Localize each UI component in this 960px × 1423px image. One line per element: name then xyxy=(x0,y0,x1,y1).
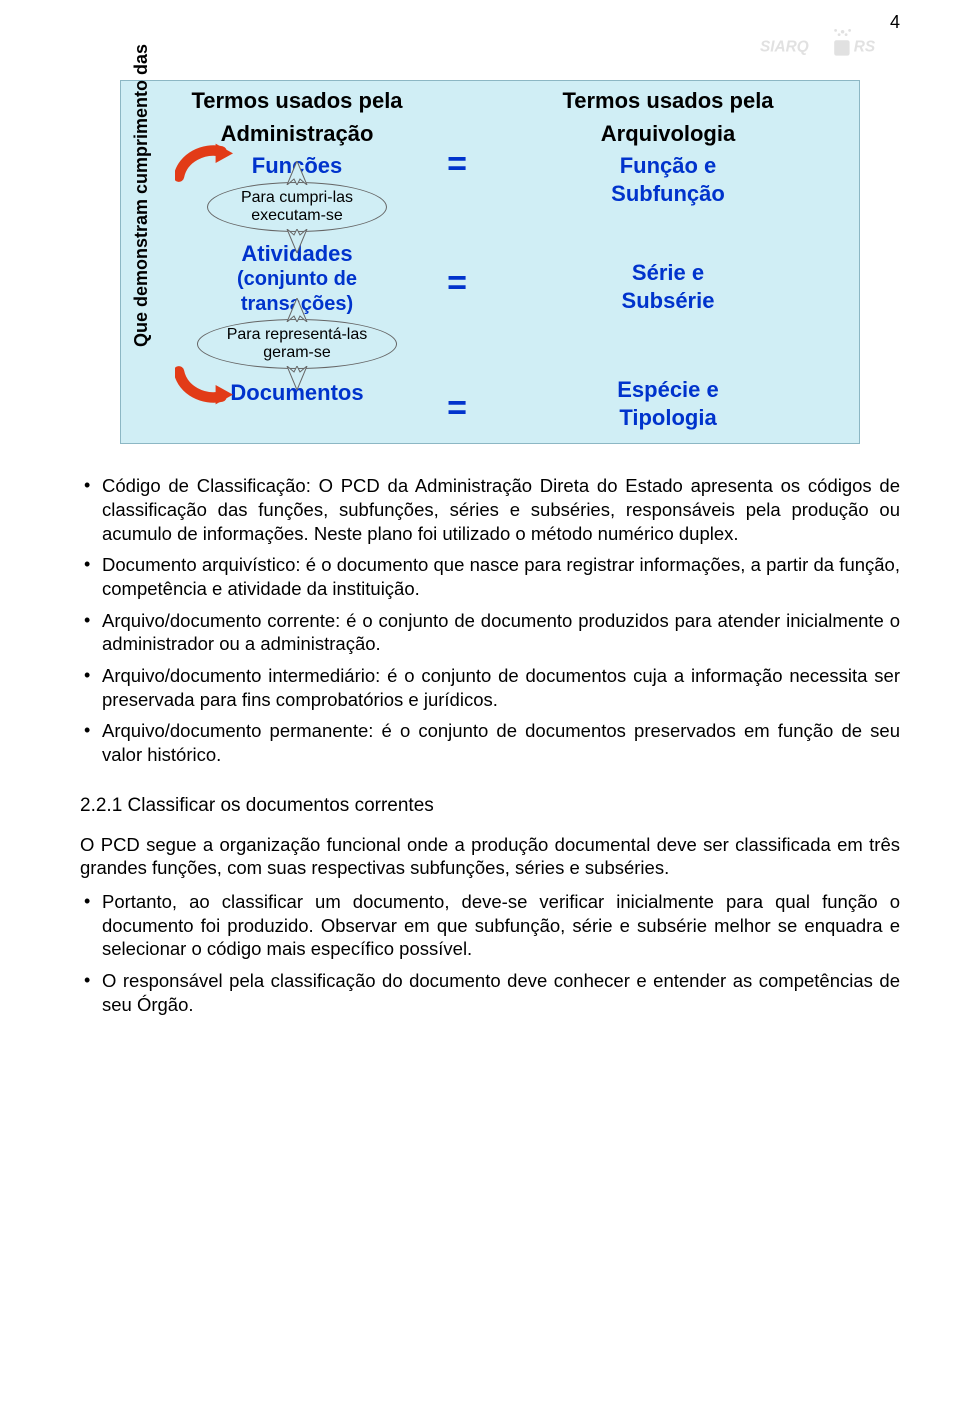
page: 4 SIARQ RS Que demonstram cumprimento da… xyxy=(0,0,960,1084)
equals-sign: = xyxy=(427,145,487,184)
logo-watermark: SIARQ RS xyxy=(760,26,900,60)
paragraph: O PCD segue a organização funcional onde… xyxy=(80,833,900,880)
list-item: Portanto, ao classificar um documento, d… xyxy=(80,890,900,961)
diagram-right-row2-l2: Subsérie xyxy=(487,287,849,315)
bubble-text-line: Para representá-las xyxy=(227,326,368,343)
diagram-vertical-label-col: Que demonstram cumprimento das xyxy=(127,87,167,431)
curved-arrow-icon xyxy=(175,365,233,405)
equals-sign: = xyxy=(427,264,487,303)
classification-steps-list: Portanto, ao classificar um documento, d… xyxy=(80,890,900,1016)
section-heading: 2.2.1 Classificar os documentos corrente… xyxy=(80,795,900,817)
list-item: O responsável pela classificação do docu… xyxy=(80,969,900,1016)
bubble-text-line: geram-se xyxy=(263,344,331,361)
list-item: Documento arquivístico: é o documento qu… xyxy=(80,553,900,600)
list-item: Arquivo/documento corrente: é o conjunto… xyxy=(80,609,900,656)
speech-bubble: Para cumpri-las executam-se xyxy=(207,182,387,232)
diagram-right-header2: Arquivologia xyxy=(487,120,849,149)
diagram-right-row2-l1: Série e xyxy=(487,259,849,287)
terms-diagram: Que demonstram cumprimento das Termos us… xyxy=(120,80,860,444)
diagram-right-row1-l2: Subfunção xyxy=(487,180,849,208)
diagram-left-column: Termos usados pela Administração Funções… xyxy=(167,87,427,431)
diagram-equals-column: = = = xyxy=(427,87,487,431)
equals-sign: = xyxy=(427,389,487,428)
logo-suffix-text: RS xyxy=(854,38,876,55)
diagram-right-row3-l1: Espécie e xyxy=(487,376,849,404)
definitions-list: Código de Classificação: O PCD da Admini… xyxy=(80,474,900,766)
bubble-text-line: executam-se xyxy=(251,207,343,224)
diagram-left-row2-l2: (conjunto de xyxy=(167,267,427,292)
curved-arrow-icon xyxy=(175,143,233,183)
diagram-left-header1: Termos usados pela xyxy=(167,87,427,116)
speech-bubble: Para representá-las geram-se xyxy=(197,319,397,369)
list-item: Arquivo/documento permanente: é o conjun… xyxy=(80,719,900,766)
bubble-text-line: Para cumpri-las xyxy=(241,189,353,206)
list-item: Arquivo/documento intermediário: é o con… xyxy=(80,664,900,711)
diagram-right-column: Termos usados pela Arquivologia Função e… xyxy=(487,87,849,431)
list-item: Código de Classificação: O PCD da Admini… xyxy=(80,474,900,545)
diagram-right-row1-l1: Função e xyxy=(487,152,849,180)
diagram-right-header1: Termos usados pela xyxy=(487,87,849,116)
diagram-vertical-label: Que demonstram cumprimento das xyxy=(131,44,152,347)
diagram-right-row3-l2: Tipologia xyxy=(487,404,849,432)
logo-brand-text: SIARQ xyxy=(760,38,809,55)
